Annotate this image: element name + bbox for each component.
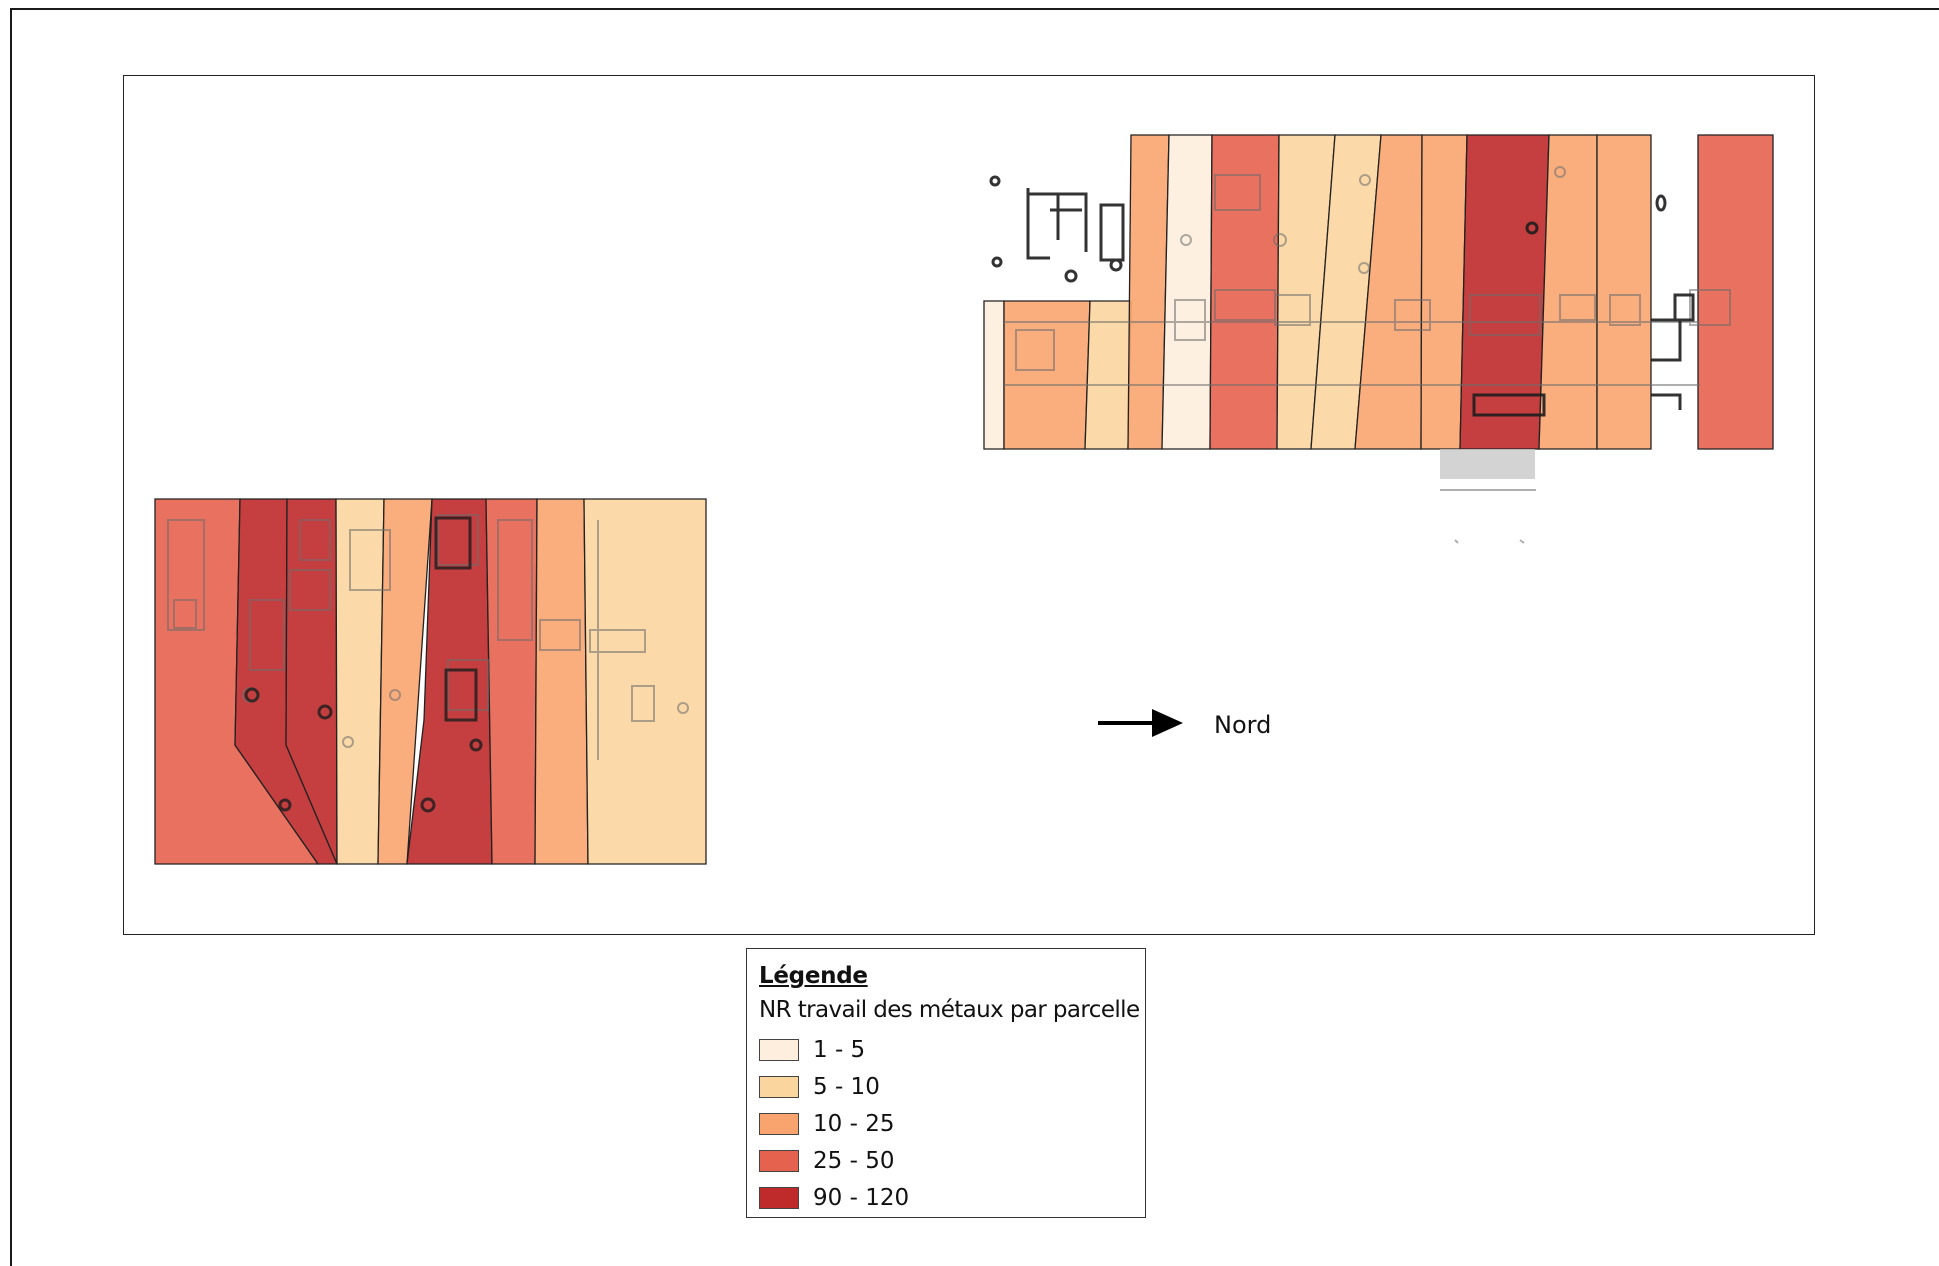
legend-swatch [759,1149,799,1172]
parcel-e14[interactable] [1697,134,1774,450]
legend-label: 5 - 10 [813,1073,880,1100]
parcel-w7[interactable] [485,498,538,865]
legend-item: 90 - 120 [759,1179,1145,1216]
walls-west [244,516,483,813]
legend-item: 10 - 25 [759,1105,1145,1142]
arrow-right-icon [1098,709,1183,737]
parcel-w9[interactable] [583,498,707,865]
map-legend: Légende NR travail des métaux par parcel… [746,948,1146,1218]
north-label: Nord [1214,711,1272,739]
legend-item: 25 - 50 [759,1142,1145,1179]
site-plan-south [1440,489,1536,544]
excavation-area [1440,449,1535,479]
legend-swatch [759,1038,799,1061]
parcel-e5[interactable] [1161,134,1213,450]
legend-swatch [759,1075,799,1098]
walls-east [989,175,1695,417]
legend-title: Légende [759,963,868,989]
legend-swatch [759,1112,799,1135]
site-plan-east [1004,166,1731,386]
parcel-w4[interactable] [335,498,385,865]
legend-swatch [759,1186,799,1209]
parcel-e12[interactable] [1538,134,1598,450]
parcel-w6[interactable] [406,498,493,865]
parcel-e6[interactable] [1209,134,1280,450]
legend-item: 5 - 10 [759,1068,1145,1105]
parcel-e10[interactable] [1420,134,1468,450]
parcel-e2[interactable] [1003,300,1091,450]
parcel-w8[interactable] [534,498,589,865]
legend-subtitle: NR travail des métaux par parcelle [759,997,1140,1023]
parcel-e13[interactable] [1596,134,1652,450]
parcel-group-east [983,134,1774,544]
legend-label: 10 - 25 [813,1110,895,1137]
legend-item: 1 - 5 [759,1031,1145,1068]
legend-label: 90 - 120 [813,1184,910,1211]
map-sheet [10,8,1939,1266]
legend-label: 1 - 5 [813,1036,866,1063]
legend-label: 25 - 50 [813,1147,895,1174]
parcel-e3[interactable] [1084,300,1132,450]
parcel-group-west [154,498,707,865]
parcel-e1[interactable] [983,300,1005,450]
